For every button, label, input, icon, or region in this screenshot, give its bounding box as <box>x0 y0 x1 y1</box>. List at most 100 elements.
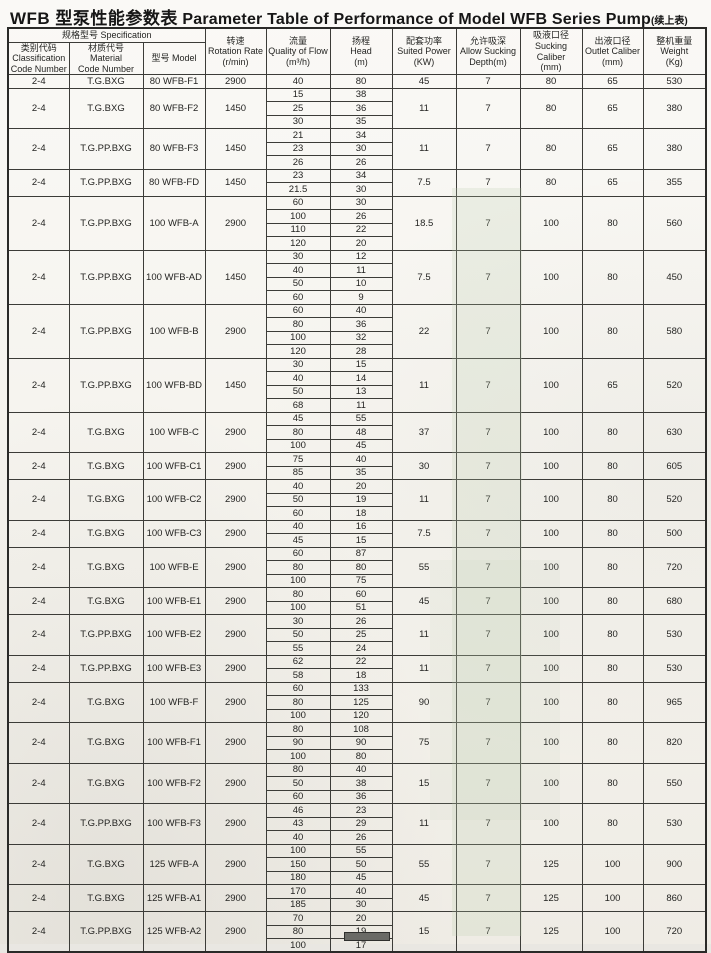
cell-sucking-caliber: 100 <box>519 195 583 251</box>
cell-head: 30 <box>329 182 393 197</box>
cell-suited-power: 22 <box>391 303 457 359</box>
cell-flow: 30 <box>265 249 331 265</box>
cell-flow: 50 <box>265 384 331 400</box>
page-title-english: Parameter Table of Performance of Model … <box>182 11 651 28</box>
cell-suited-power: 18.5 <box>391 195 457 251</box>
header-weight: 整机重量 Weight (Kg) <box>642 27 707 76</box>
cell-model: 80 WFB-F3 <box>142 128 206 170</box>
cell-flow: 120 <box>265 236 331 251</box>
cell-suction-depth: 7 <box>455 479 521 521</box>
pump-subrow: 2-4 T.G.PP.BXG 125 WFB-A2 2900 70 20 15 7 125 100… <box>7 911 707 953</box>
pump-subrow: 2-4 T.G.PP.BXG 80 WFB-FD 1450 23 34 7.5 7 80 65 35… <box>7 168 707 197</box>
cell-head: 24 <box>329 641 393 656</box>
cell-flow: 45 <box>265 411 331 427</box>
cell-outlet-caliber: 80 <box>581 411 644 454</box>
cell-outlet-caliber: 100 <box>581 884 644 913</box>
pump-subrow: 2-4 T.G.BXG 100 WFB-F1 2900 80 108 75 7 100 80 820 <box>7 722 707 764</box>
cell-sucking-caliber: 100 <box>519 722 583 764</box>
pump-subrow: 2-4 T.G.PP.BXG 100 WFB-E3 2900 62 22 11 7 100 80 5… <box>7 654 707 683</box>
cell-flow: 30 <box>265 114 331 130</box>
cell-flow: 60 <box>265 681 331 697</box>
cell-outlet-caliber: 65 <box>581 87 644 130</box>
spec-group-cn: 规格型号 <box>61 29 98 40</box>
cell-weight: 605 <box>642 452 707 481</box>
cell-head: 55 <box>329 843 393 859</box>
cell-material-code: T.G.BXG <box>68 452 144 481</box>
cell-head: 120 <box>329 708 393 724</box>
cell-head: 38 <box>329 87 393 103</box>
cell-weight: 820 <box>642 722 707 764</box>
cell-flow: 170 <box>265 884 331 899</box>
header-material-code: 材质代号 Material Code Number <box>68 41 144 76</box>
cell-flow: 68 <box>265 398 331 413</box>
cell-material-code: T.G.PP.BXG <box>68 195 144 251</box>
pump-subrow: 2-4 T.G.PP.BXG 80 WFB-F3 1450 21 34 11 7 80 65 380 <box>7 128 707 170</box>
cell-classification-code: 2-4 <box>7 452 70 481</box>
cell-head: 40 <box>329 884 393 899</box>
cell-flow: 80 <box>265 924 331 940</box>
cell-suited-power: 7.5 <box>391 168 457 197</box>
pump-subrow: 100 26 <box>8 209 706 224</box>
pump-subrow: 50 13 <box>8 384 706 400</box>
pump-subrow: 68 11 <box>8 398 706 413</box>
cell-outlet-caliber: 80 <box>581 654 644 683</box>
cell-head: 51 <box>329 600 393 616</box>
pump-subrow: 2-4 T.G.PP.BXG 100 WFB-E2 2900 30 26 11 7 100 80 5… <box>7 614 707 656</box>
cell-classification-code: 2-4 <box>7 411 70 454</box>
cell-head: 15 <box>329 357 393 373</box>
cell-sucking-caliber: 100 <box>519 519 583 548</box>
cell-suction-depth: 7 <box>455 587 521 616</box>
cell-outlet-caliber: 65 <box>581 168 644 197</box>
cell-material-code: T.G.BXG <box>68 479 144 521</box>
cell-flow: 26 <box>265 155 331 170</box>
cell-head: 11 <box>329 263 393 278</box>
pump-subrow: 110 22 <box>8 222 706 238</box>
cell-head: 32 <box>329 330 393 346</box>
cell-suction-depth: 7 <box>455 654 521 683</box>
cell-material-code: T.G.PP.BXG <box>68 654 144 683</box>
pump-subrow: 100 51 <box>8 600 706 616</box>
cell-suction-depth: 7 <box>455 168 521 197</box>
cell-classification-code: 2-4 <box>7 87 70 130</box>
cell-material-code: T.G.BXG <box>68 411 144 454</box>
cell-sucking-caliber: 100 <box>519 614 583 656</box>
cell-suited-power: 30 <box>391 452 457 481</box>
cell-flow: 100 <box>265 438 331 454</box>
cell-model: 125 WFB-A2 <box>142 911 206 953</box>
cell-flow: 40 <box>265 74 331 89</box>
cell-material-code: T.G.PP.BXG <box>68 303 144 359</box>
cell-head: 108 <box>329 722 393 737</box>
cell-rotation-rate: 2900 <box>204 411 267 454</box>
cell-suction-depth: 7 <box>455 195 521 251</box>
cell-flow: 46 <box>265 803 331 818</box>
cell-flow: 80 <box>265 722 331 737</box>
cell-flow: 70 <box>265 911 331 926</box>
cell-material-code: T.G.PP.BXG <box>68 803 144 845</box>
cell-flow: 30 <box>265 357 331 373</box>
pump-parameter-table: 规格型号 Specification 转速 Rotation Rate (r/m… <box>7 27 708 953</box>
cell-head: 26 <box>329 614 393 629</box>
cell-rotation-rate: 2900 <box>204 681 267 724</box>
cell-model: 100 WFB-E <box>142 546 206 589</box>
cell-rotation-rate: 1450 <box>204 168 267 197</box>
cell-suited-power: 45 <box>391 587 457 616</box>
cell-outlet-caliber: 100 <box>581 911 644 953</box>
cell-rotation-rate: 2900 <box>204 519 267 548</box>
cell-head: 18 <box>329 668 393 683</box>
cell-head: 25 <box>329 627 393 643</box>
cell-model: 100 WFB-BD <box>142 357 206 413</box>
cell-classification-code: 2-4 <box>7 357 70 413</box>
cell-classification-code: 2-4 <box>7 762 70 805</box>
pump-subrow: 2-4 T.G.PP.BXG 100 WFB-B 2900 60 40 22 7 100 80 58… <box>7 303 707 359</box>
cell-sucking-caliber: 100 <box>519 546 583 589</box>
cell-flow: 150 <box>265 857 331 872</box>
cell-flow: 90 <box>265 735 331 751</box>
pump-subrow: 2-4 T.G.BXG 100 WFB-F 2900 60 133 90 7 100 80 965 <box>7 681 707 724</box>
cell-flow: 100 <box>265 330 331 346</box>
cell-head: 20 <box>329 479 393 494</box>
cell-rotation-rate: 2900 <box>204 74 267 89</box>
cell-suction-depth: 7 <box>455 249 521 305</box>
cell-rotation-rate: 1450 <box>204 87 267 130</box>
cell-head: 11 <box>329 398 393 413</box>
cell-suited-power: 55 <box>391 843 457 886</box>
